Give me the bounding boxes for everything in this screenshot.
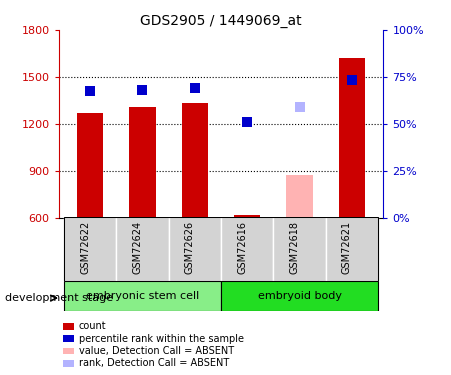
Bar bbox=[169, 217, 221, 281]
Bar bbox=[273, 217, 326, 281]
Text: GSM72622: GSM72622 bbox=[80, 220, 90, 274]
Text: GSM72624: GSM72624 bbox=[133, 220, 143, 274]
Text: percentile rank within the sample: percentile rank within the sample bbox=[79, 334, 244, 344]
Bar bbox=[64, 281, 221, 311]
Bar bbox=[326, 217, 378, 281]
Text: GSM72621: GSM72621 bbox=[342, 220, 352, 274]
Text: value, Detection Call = ABSENT: value, Detection Call = ABSENT bbox=[79, 346, 234, 356]
Bar bbox=[339, 58, 365, 217]
Bar bbox=[234, 215, 260, 217]
Bar bbox=[129, 106, 156, 218]
Text: embryoid body: embryoid body bbox=[258, 291, 341, 301]
Text: development stage: development stage bbox=[5, 293, 113, 303]
Bar bbox=[77, 113, 103, 218]
Text: GSM72626: GSM72626 bbox=[185, 220, 195, 274]
Text: count: count bbox=[79, 321, 106, 331]
Bar bbox=[221, 281, 378, 311]
Bar bbox=[221, 217, 273, 281]
Text: GSM72616: GSM72616 bbox=[237, 220, 247, 274]
Text: GSM72618: GSM72618 bbox=[290, 220, 299, 274]
Bar bbox=[64, 217, 116, 281]
Bar bbox=[286, 176, 313, 217]
Title: GDS2905 / 1449069_at: GDS2905 / 1449069_at bbox=[140, 13, 302, 28]
Bar bbox=[116, 217, 169, 281]
Bar bbox=[182, 104, 208, 218]
Text: embryonic stem cell: embryonic stem cell bbox=[86, 291, 199, 301]
Text: rank, Detection Call = ABSENT: rank, Detection Call = ABSENT bbox=[79, 358, 229, 368]
